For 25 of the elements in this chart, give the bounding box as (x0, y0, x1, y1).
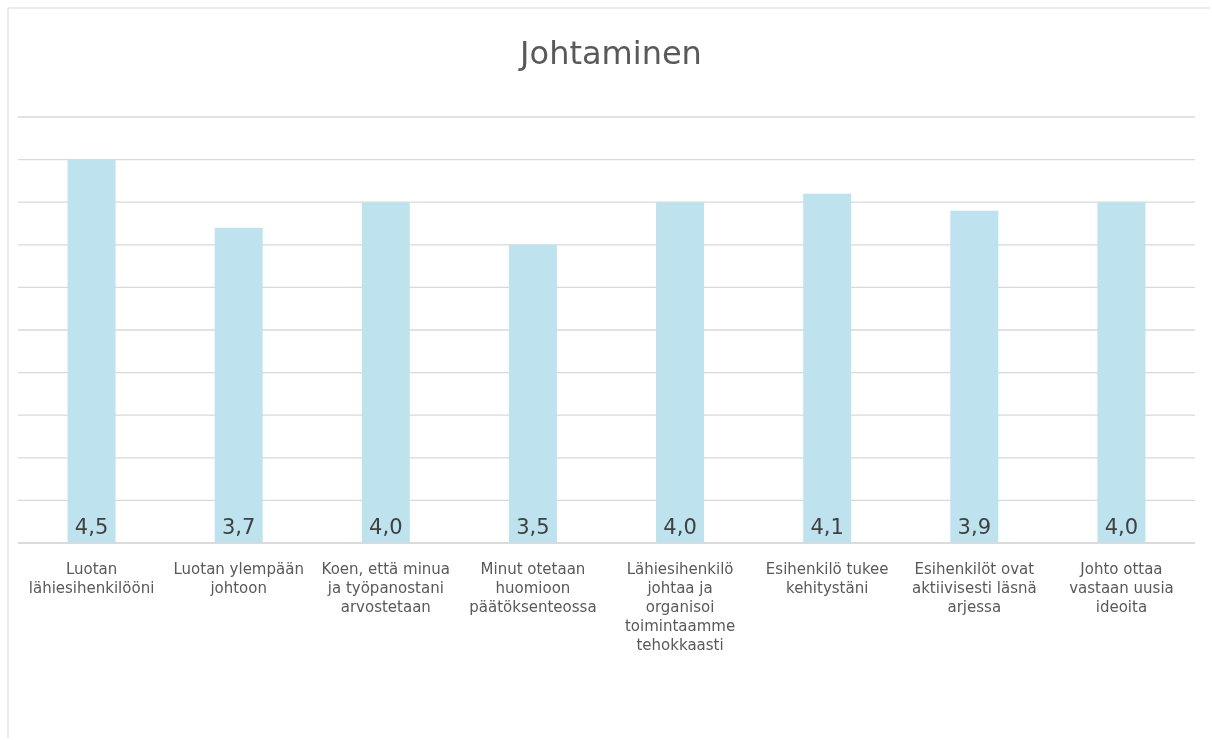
data-label: 4,5 (74, 515, 109, 539)
bar (214, 227, 263, 543)
x-tick-label: Esihenkilö tukee kehitystäni (765, 560, 889, 597)
x-tick-label: Johto ottaa vastaan uusia ideoita (1069, 560, 1174, 616)
bar (508, 244, 557, 543)
data-label: 3,5 (516, 515, 550, 539)
bar (656, 202, 705, 543)
bar (803, 193, 852, 543)
data-label: 3,7 (221, 515, 256, 539)
x-tick-label: Minut otetaan huomioon päätöksenteossa (469, 560, 597, 616)
data-label: 3,9 (957, 515, 992, 539)
x-tick-label: Lähiesihenkilö johtaa ja organisoi toimintaamme tehokkaasti (624, 560, 736, 654)
x-tick-label: Koen, että minua ja työpanostani arvostetaan (321, 560, 451, 616)
bar (361, 202, 410, 543)
x-tick-label: Luotan ylempään johtoon (173, 560, 304, 597)
bar (950, 210, 999, 543)
data-label: 4,0 (663, 515, 697, 539)
x-tick-label: Luotan lähiesihenkilööni (28, 560, 155, 597)
x-tick-label: Esihenkilöt ovat aktiivisesti läsnä arjessa (911, 560, 1037, 616)
data-label: 4,0 (1104, 515, 1139, 539)
bar (67, 159, 116, 543)
chart-title: Johtaminen (518, 34, 702, 72)
data-label: 4,1 (810, 515, 844, 539)
data-label: 4,0 (369, 515, 403, 539)
bar (1097, 202, 1146, 543)
